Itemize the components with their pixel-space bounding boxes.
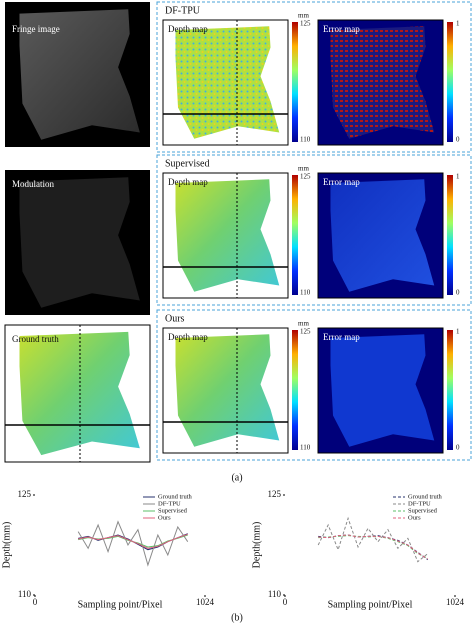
method-title: DF-TPU bbox=[165, 5, 201, 16]
error-specimen bbox=[330, 334, 435, 447]
specimen bbox=[19, 177, 140, 308]
x-axis-label: Sampling point/Pixel bbox=[328, 599, 413, 610]
colorbar-tick: 125 bbox=[300, 173, 311, 181]
panel-label: Depth map bbox=[168, 24, 208, 34]
colorbar-tick: 110 bbox=[300, 444, 311, 452]
series-line bbox=[77, 520, 189, 567]
legend-label: Supervised bbox=[408, 507, 438, 514]
specimen bbox=[19, 9, 140, 140]
colorbar-tick: 1 bbox=[456, 173, 460, 181]
colorbar-tick: 125 bbox=[300, 328, 311, 336]
image-label: Ground truth bbox=[12, 334, 59, 344]
panel-label: Error map bbox=[323, 24, 360, 34]
panel-label: Error map bbox=[323, 177, 360, 187]
legend-label: Ours bbox=[158, 514, 171, 521]
y-axis-label: Depth(mm) bbox=[251, 522, 262, 569]
colorbar-tick: 110 bbox=[300, 289, 311, 297]
caption: (a) bbox=[231, 472, 242, 483]
method-title: Ours bbox=[165, 313, 185, 324]
method-box bbox=[156, 309, 472, 461]
colorbar bbox=[447, 330, 453, 450]
x-tick-label: 1024 bbox=[446, 597, 465, 607]
panel-label: Error map bbox=[323, 332, 360, 342]
error-specimen bbox=[330, 26, 435, 139]
colorbar-unit: mm bbox=[298, 320, 309, 328]
legend-label: Ours bbox=[408, 514, 421, 521]
legend-label: Ground truth bbox=[158, 493, 193, 500]
legend-label: DF-TPU bbox=[158, 500, 181, 507]
colorbar bbox=[292, 175, 298, 295]
y-tick-label: 110 bbox=[268, 589, 282, 599]
colorbar-tick: 1 bbox=[456, 328, 460, 336]
image-label: Modulation bbox=[12, 179, 54, 189]
method-box bbox=[156, 154, 472, 306]
legend-label: DF-TPU bbox=[408, 500, 431, 507]
colorbar-tick: 1 bbox=[456, 20, 460, 28]
x-tick-label: 0 bbox=[283, 597, 288, 607]
image-label: Fringe image bbox=[12, 24, 60, 34]
series-line bbox=[317, 516, 429, 563]
error-specimen bbox=[330, 179, 435, 292]
depth-specimen bbox=[175, 179, 280, 292]
series-line bbox=[318, 534, 429, 560]
colorbar bbox=[292, 330, 298, 450]
colorbar-tick: 125 bbox=[300, 20, 311, 28]
legend-label: Ground truth bbox=[408, 493, 443, 500]
method-title: Supervised bbox=[165, 158, 209, 169]
caption: (b) bbox=[231, 612, 243, 623]
x-tick-label: 0 bbox=[33, 597, 38, 607]
method-box bbox=[156, 1, 472, 153]
colorbar-tick: 0 bbox=[456, 444, 460, 452]
y-tick-label: 110 bbox=[18, 589, 32, 599]
series-line bbox=[78, 533, 188, 549]
panel-label: Depth map bbox=[168, 177, 208, 187]
colorbar-unit: mm bbox=[298, 12, 309, 20]
colorbar-tick: 110 bbox=[300, 136, 311, 144]
y-tick-label: 125 bbox=[268, 489, 282, 499]
colorbar bbox=[447, 22, 453, 142]
y-tick-label: 125 bbox=[18, 489, 32, 499]
colorbar bbox=[447, 175, 453, 295]
y-axis-label: Depth(mm) bbox=[1, 522, 12, 569]
colorbar bbox=[292, 22, 298, 142]
legend-label: Supervised bbox=[158, 507, 188, 514]
x-axis-label: Sampling point/Pixel bbox=[78, 599, 163, 610]
x-tick-label: 1024 bbox=[196, 597, 215, 607]
colorbar-unit: mm bbox=[298, 165, 309, 173]
depth-specimen bbox=[175, 334, 280, 447]
depth-specimen bbox=[175, 26, 280, 139]
colorbar-tick: 0 bbox=[456, 136, 460, 144]
colorbar-tick: 0 bbox=[456, 289, 460, 297]
panel-label: Depth map bbox=[168, 332, 208, 342]
